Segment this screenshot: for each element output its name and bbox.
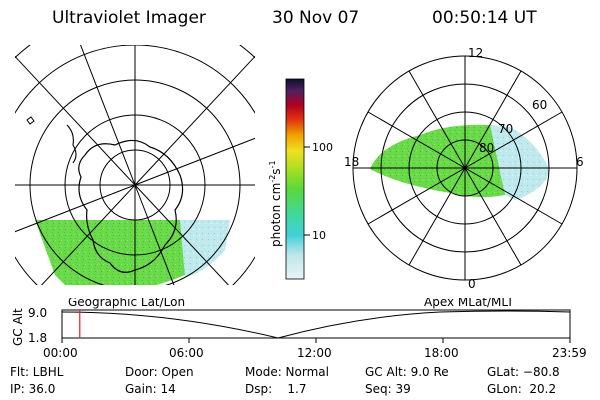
gc-alt-value: GC Alt: 9.0 Re	[365, 365, 449, 379]
colorbar: 100 10 photon cm-2s-1	[268, 78, 333, 280]
aurora-band-cyan	[180, 220, 230, 277]
mlt-label-12: 12	[468, 46, 483, 60]
x-tick-0600: 06:00	[169, 346, 204, 360]
x-tick-2359: 23:59	[552, 346, 587, 360]
magnetic-polar-map: 80 70 60 12 0 18 6	[344, 46, 584, 290]
ip-value: IP: 36.0	[10, 382, 56, 396]
x-tick-1800: 18:00	[424, 346, 459, 360]
gc-alt-curve	[61, 310, 571, 339]
colorbar-tick-100: 100	[312, 141, 333, 154]
mlt-label-6: 6	[576, 155, 584, 169]
timeline-frame	[61, 309, 571, 339]
lat-label-80: 80	[479, 141, 494, 155]
glon-value: GLon: 20.2	[487, 382, 557, 396]
mlt-label-0: 0	[468, 277, 476, 290]
aurora-oval-cyan	[490, 125, 550, 200]
x-tick-1200: 12:00	[297, 346, 332, 360]
x-tick-0000: 00:00	[43, 346, 78, 360]
mlt-label-18: 18	[344, 155, 359, 169]
filter-value: Flt: LBHL	[10, 365, 64, 379]
altitude-timeline: Geographic Lat/Lon Apex MLat/MLT GC Alt …	[11, 298, 571, 346]
header-time: 00:50:14 UT	[432, 8, 537, 28]
colorbar-tick-10: 10	[312, 229, 326, 242]
colorbar-scale	[285, 78, 305, 280]
y-tick-9.0: 9.0	[28, 306, 47, 320]
seq-value: Seq: 39	[365, 382, 411, 396]
mode-value: Mode: Normal	[245, 365, 329, 379]
door-status: Door: Open	[125, 365, 194, 379]
aurora-band-green	[35, 220, 220, 285]
app-title: Ultraviolet Imager	[52, 8, 206, 28]
gain-value: Gain: 14	[125, 382, 176, 396]
gc-alt-axis-title: GC Alt	[11, 308, 25, 346]
coastline	[78, 139, 184, 273]
colorbar-label: photon cm-2s-1	[268, 160, 283, 247]
header-date: 30 Nov 07	[272, 8, 360, 28]
y-tick-1.8: 1.8	[28, 331, 47, 345]
lat-label-70: 70	[498, 122, 513, 136]
timeline-left-label: Geographic Lat/Lon	[68, 298, 185, 309]
dsp-value: Dsp: 1.7	[245, 382, 307, 396]
glat-value: GLat: −80.8	[487, 365, 560, 379]
timeline-right-label: Apex MLat/MLT	[424, 298, 514, 309]
lat-label-60: 60	[532, 98, 547, 112]
geographic-polar-map	[15, 45, 255, 285]
